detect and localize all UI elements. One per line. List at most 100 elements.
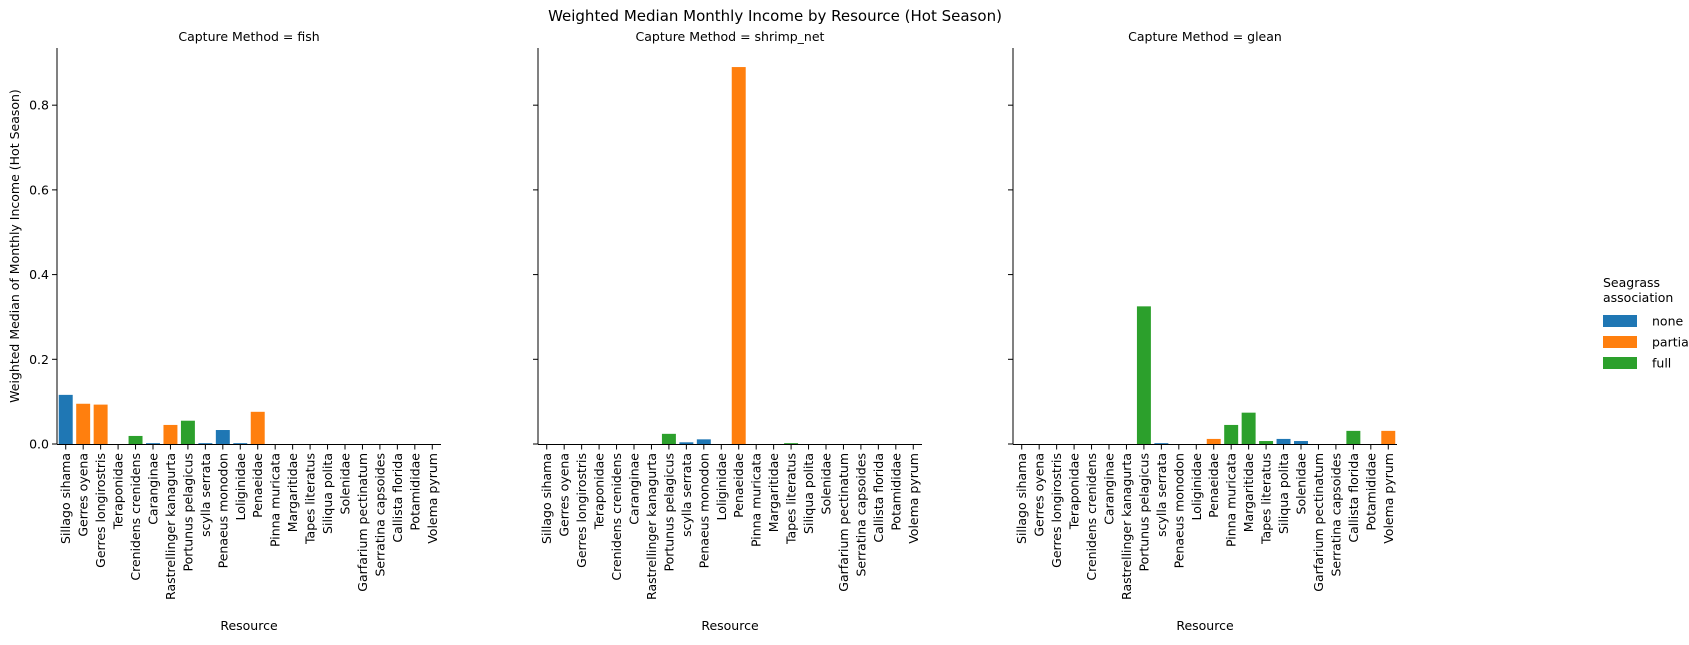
x-tick-label: Pinna muricata [1224,453,1239,547]
x-tick-label: Potamididae [407,453,422,531]
x-tick-label: Penaeus monodon [1171,453,1186,568]
x-tick-label: Portunus pelagicus [1136,453,1151,572]
x-tick-label: Margaritidae [285,453,300,533]
legend: Seagrass association none partial full [1603,275,1689,371]
bar [1136,306,1151,444]
x-tick-label: Loliginidae [714,453,729,521]
chart-title: Weighted Median Monthly Income by Resour… [548,7,1002,25]
y-tick-label: 0.8 [29,98,49,113]
bar [58,394,73,444]
x-tick-label: Margaritidae [766,453,781,533]
facet-panels: Capture Method = fish 0.0 0.2 0.4 0.6 0.8 Sill… [7,29,1397,633]
y-tick-label: 0.2 [29,352,49,367]
x-tick-label: Crenidens crenidens [1084,453,1099,581]
x-tick-label: Volema pyrum [1381,453,1396,544]
x-tick-label: scylla serrata [198,453,213,537]
x-tick-label: Gerres longirostris [1049,453,1064,568]
x-tick-label: Serratina capsoides [372,453,387,577]
x-tick-label: Sillago sihama [58,453,73,544]
x-tick-label: Tapes literatus [303,453,318,545]
bar [1259,441,1274,444]
x-tick-label: Crenidens crenidens [609,453,624,581]
x-tick-label: Portunus pelagicus [180,453,195,572]
x-tick-label: Garfarium pectinatum [355,453,370,592]
x-tick-label: Gerres oyena [76,453,91,537]
legend-title: Seagrass association [1603,275,1673,305]
x-tick-label: Caranginae [627,453,642,525]
legend-swatch-full [1603,357,1637,369]
bar [731,67,746,444]
x-tick-label: Penaeidae [250,453,265,518]
x-tick-label: Solenidae [819,453,834,515]
x-tick-label: Gerres longirostris [574,453,589,568]
bar [163,424,178,444]
legend-swatch-partial [1603,336,1637,348]
bar [215,430,230,444]
facet-panel-2: Capture Method = shrimp_net Sillago siham… [533,29,922,633]
y-axis-label: Weighted Median of Monthly Income (Hot S… [7,89,22,403]
x-tick-label: Potamididae [1363,453,1378,531]
x-tick-label: Teraponidae [1067,453,1082,531]
x-tick-label: Callista florida [1346,453,1361,543]
x-tick-label: Sillago sihama [1014,453,1029,544]
x-axis-label: Resource [220,618,278,633]
bar [1381,430,1396,444]
bar [128,435,143,444]
x-tick-label: Volema pyrum [425,453,440,544]
x-tick-label: Gerres oyena [557,453,572,537]
bar [1154,443,1169,444]
panel-title: Capture Method = shrimp_net [636,29,825,44]
bar [696,439,711,444]
x-tick-label: Penaeus monodon [696,453,711,568]
bar [1224,424,1239,444]
x-tick-label: Siliqua polita [320,453,335,534]
legend-swatch-none [1603,315,1637,327]
x-tick-label: Penaeus monodon [215,453,230,568]
legend-label-partial: partial [1652,335,1689,350]
x-tick-label: Tapes literatus [784,453,799,545]
x-tick-label: Penaeidae [1206,453,1221,518]
x-tick-label: Garfarium pectinatum [836,453,851,592]
x-tick-label: Crenidens crenidens [128,453,143,581]
x-tick-label: Caranginae [1102,453,1117,525]
legend-label-full: full [1652,356,1671,371]
bar [1241,412,1256,444]
x-tick-label: Rastrellinger kanagurta [644,453,659,600]
bar [93,404,108,444]
x-tick-label: Tapes literatus [1259,453,1274,545]
x-tick-label: Callista florida [871,453,886,543]
bar [250,411,265,444]
x-tick-label: Loliginidae [233,453,248,521]
x-axis-label: Resource [1176,618,1234,633]
x-tick-label: scylla serrata [1154,453,1169,537]
x-tick-label: Solenidae [338,453,353,515]
facet-panel-1: Capture Method = fish 0.0 0.2 0.4 0.6 0.8 Sill… [29,29,441,633]
x-tick-label: Volema pyrum [906,453,921,544]
x-tick-label: Serratina capsoides [1328,453,1343,577]
x-tick-label: Rastrellinger kanagurta [163,453,178,600]
x-tick-label: Teraponidae [111,453,126,531]
y-tick-label: 0.0 [29,437,49,452]
x-tick-label: Siliqua polita [1276,453,1291,534]
x-tick-label: Siliqua polita [801,453,816,534]
bar [1276,438,1291,444]
x-tick-label: Pinna muricata [749,453,764,547]
bar [1206,438,1221,444]
bar [661,433,676,444]
x-tick-label: Garfarium pectinatum [1311,453,1326,592]
x-tick-label: Margaritidae [1241,453,1256,533]
bar [180,420,195,444]
bar [146,443,160,444]
x-tick-label: Penaeidae [731,453,746,518]
x-tick-label: Potamididae [888,453,903,531]
bar [784,443,799,444]
x-tick-label: Callista florida [390,453,405,543]
x-tick-label: Pinna muricata [268,453,283,547]
bar [198,443,213,444]
x-tick-label: Rastrellinger kanagurta [1119,453,1134,600]
x-tick-label: Solenidae [1294,453,1309,515]
legend-label-none: none [1652,314,1683,329]
bar [1294,441,1308,444]
